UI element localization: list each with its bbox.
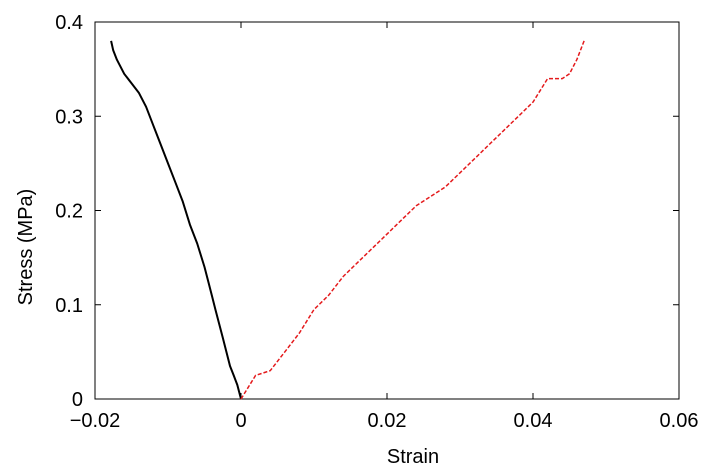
x-tick-label: 0	[235, 410, 246, 432]
plot-frame	[94, 21, 680, 400]
x-tick-label: −0.02	[70, 410, 121, 432]
y-axis-label: Stress (MPa)	[15, 189, 37, 306]
y-tick-label: 0.3	[55, 106, 83, 128]
y-tick-label: 0.2	[55, 201, 83, 223]
x-tick-label: 0.04	[514, 410, 553, 432]
y-tick-label: 0.1	[55, 295, 83, 317]
series-line-0	[110, 40, 242, 400]
x-tick-label: 0.02	[368, 410, 407, 432]
axes-frame	[94, 21, 680, 400]
series-layer	[110, 40, 585, 400]
y-tick-label: 0.4	[55, 12, 83, 34]
x-axis-label: Strain	[387, 446, 439, 468]
series-line-1	[240, 40, 585, 400]
y-tick-label: 0	[72, 389, 83, 411]
x-tick-label: 0.06	[660, 410, 699, 432]
